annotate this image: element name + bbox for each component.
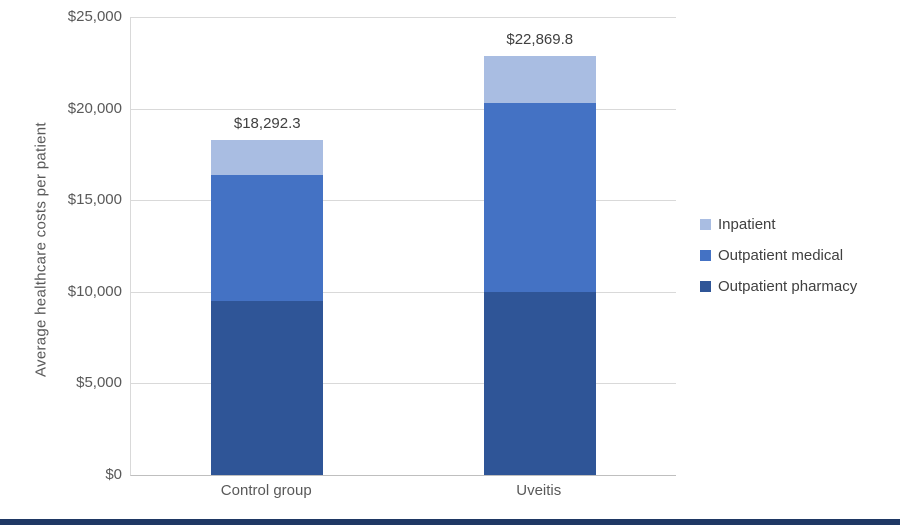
gridline: [131, 291, 676, 293]
y-tick-label: $10,000: [67, 282, 122, 300]
bar-segment-outpatient-pharmacy[interactable]: [211, 300, 324, 475]
gridline: [131, 17, 676, 18]
gridline: [131, 108, 676, 110]
bar-segment-outpatient-pharmacy[interactable]: [483, 291, 596, 475]
x-category-label: Uveitis: [516, 482, 562, 499]
y-tick-label: $15,000: [67, 191, 122, 209]
bar-segment-outpatient-medical[interactable]: [211, 174, 324, 301]
legend-item-outpatient-medical[interactable]: Outpatient medical: [700, 247, 895, 264]
gridline: [131, 383, 676, 385]
legend: Inpatient Outpatient medical Outpatient ph…: [700, 216, 895, 309]
legend-item-inpatient[interactable]: Inpatient: [700, 216, 895, 233]
legend-swatch-icon: [700, 281, 711, 292]
legend-swatch-icon: [700, 219, 711, 230]
bar-total-label: $22,869.8: [506, 31, 574, 49]
legend-swatch-icon: [700, 250, 711, 261]
plot-area: $18,292.3 $22,869.8: [130, 17, 676, 476]
legend-item-label: Inpatient: [718, 216, 776, 233]
y-tick-label: $0: [105, 466, 122, 483]
bar-segment-inpatient[interactable]: [211, 139, 324, 175]
bar-segment-inpatient[interactable]: [483, 56, 596, 104]
bar-segment-outpatient-medical[interactable]: [483, 103, 596, 292]
y-axis: $0 $5,000 $10,000 $15,000 $20,000 $25,000: [0, 8, 122, 483]
gridline: [131, 200, 676, 202]
bottom-border-strip: [0, 519, 900, 525]
legend-item-outpatient-pharmacy[interactable]: Outpatient pharmacy: [700, 278, 895, 295]
y-tick-label: $20,000: [67, 99, 122, 117]
y-tick-label: $5,000: [76, 374, 122, 392]
legend-item-label: Outpatient medical: [718, 247, 844, 264]
y-tick-label: $25,000: [67, 8, 122, 25]
x-axis: Control group Uveitis: [130, 482, 675, 506]
legend-item-label: Outpatient pharmacy: [718, 278, 858, 295]
x-category-label: Control group: [220, 482, 312, 499]
bar-total-label: $18,292.3: [233, 114, 301, 132]
